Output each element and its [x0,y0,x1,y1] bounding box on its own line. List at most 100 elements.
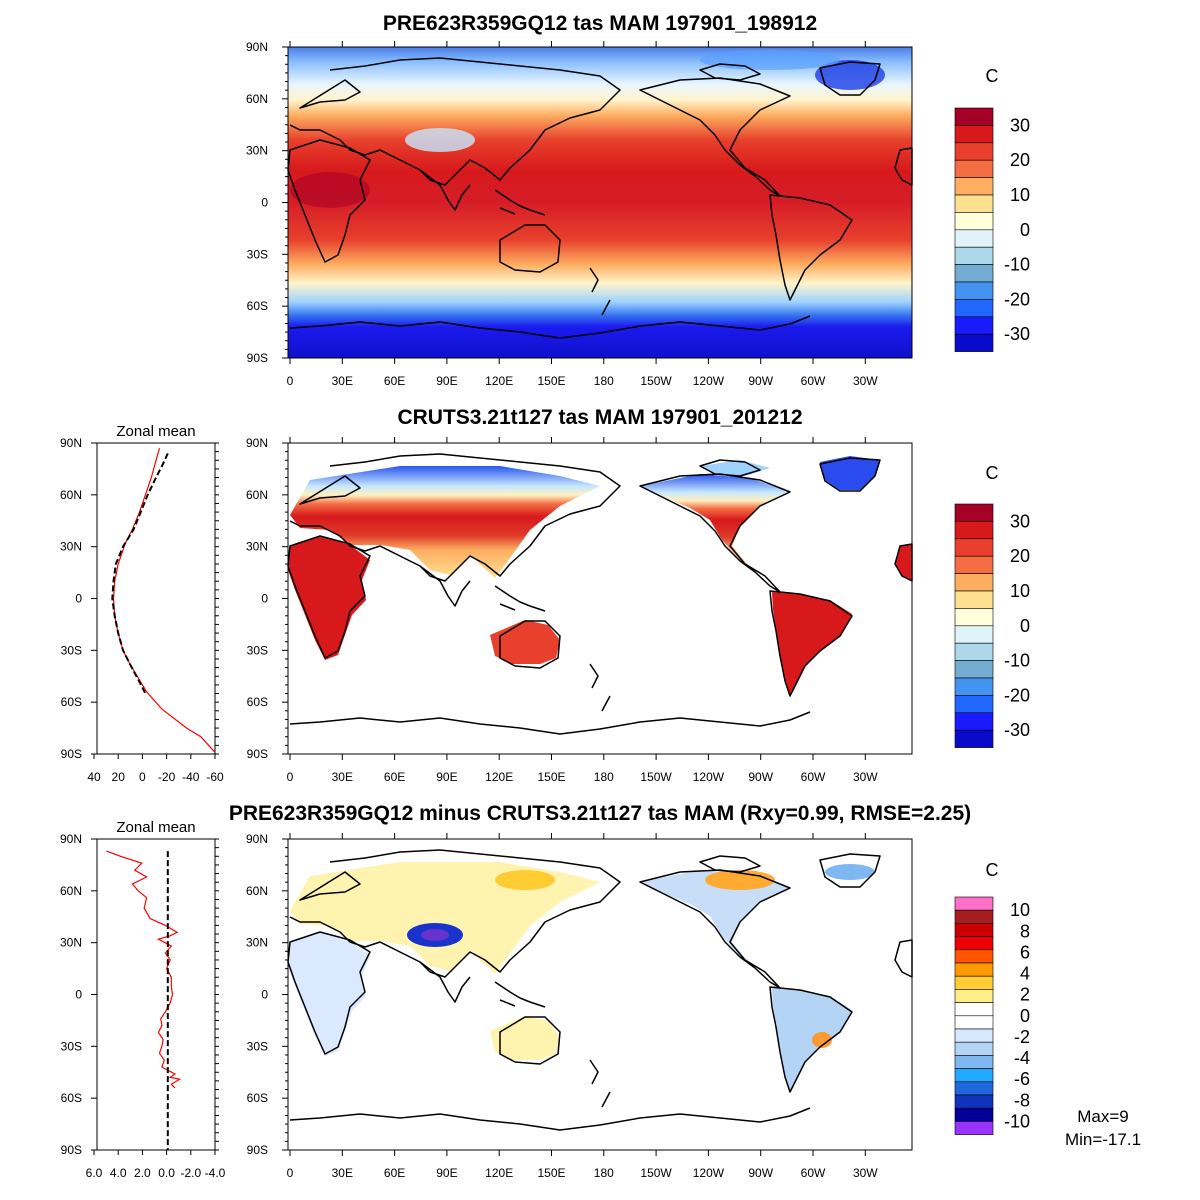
x-tick-label: 0 [287,374,294,388]
y-tick-label: 60S [247,299,268,313]
colorbar-box [954,555,994,574]
x-tick-label: 180 [594,770,614,784]
colorbar-label: -30 [1004,720,1030,740]
zonal-x-label: 0 [139,770,146,784]
panel1-map [287,46,913,359]
y-tick-label: 90S [247,351,268,365]
y-tick-label: 0 [261,988,268,1002]
x-tick-label: 180 [594,374,614,388]
colorbar-box [954,660,994,679]
x-tick-label: 60E [384,374,405,388]
panel2-y-ticks: 90N 60N 30N 0 30S 60S 90S [246,436,288,761]
x-tick-label: 60W [801,1166,826,1180]
x-tick-label: 90E [436,1166,457,1180]
panel1-title: PRE623R359GQ12 tas MAM 197901_198912 [383,12,817,35]
colorbar-label: -30 [1004,324,1030,344]
y-tick-label: 60N [246,488,268,502]
colorbar-label: -4 [1014,1048,1030,1068]
panel3-unit: C [986,860,999,880]
colorbar-label: -10 [1004,651,1030,671]
y-tick-label: 60N [246,884,268,898]
colorbar-box [954,177,994,196]
colorbar-label: 10 [1010,185,1030,205]
colorbar-box [954,503,994,522]
panel2-x-ticks: 0 30E 60E 90E 120E 150E 180 150W 120W 90W 60W 30W [287,437,878,784]
y-tick-label: 0 [261,592,268,606]
colorbar-box [954,1015,994,1030]
x-tick-label: 60E [384,770,405,784]
colorbar-box [954,264,994,283]
y-tick-label: 30S [247,247,268,261]
colorbar-label: -10 [1004,1111,1030,1131]
zonal-y-label: 60S [61,1091,82,1105]
colorbar-box [954,677,994,696]
colorbar-box [954,1094,994,1109]
x-tick-label: 150E [537,770,565,784]
colorbar-box [954,695,994,714]
colorbar-label: 0 [1020,616,1030,636]
colorbar-box [954,194,994,213]
x-tick-label: 30E [332,1166,353,1180]
zonal-x-label: 4.0 [110,1166,127,1180]
zonal-y-label: 30S [61,643,82,657]
y-tick-label: 90N [246,436,268,450]
colorbar-box [954,125,994,144]
panel2-map [287,442,913,755]
x-tick-label: 90E [436,374,457,388]
zonal-x-label: 0.0 [158,1166,175,1180]
zonal-y-label: 60N [60,488,82,502]
colorbar-label: 20 [1010,150,1030,170]
colorbar-box [954,246,994,265]
colorbar-box [954,299,994,318]
zonal-x-label: -60 [206,770,224,784]
colorbar-box [954,107,994,126]
colorbar-box [954,642,994,661]
x-tick-label: 30W [853,770,878,784]
zonal-series-line [106,850,182,1089]
colorbar-box [954,538,994,557]
zonal-series-line [111,452,169,694]
x-tick-label: 120W [693,1166,725,1180]
x-tick-label: 90W [748,770,773,784]
x-tick-label: 30W [853,374,878,388]
x-tick-label: 150E [537,1166,565,1180]
x-tick-label: 120E [485,1166,513,1180]
colorbar-box [954,936,994,951]
zonal-y-label: 30N [60,540,82,554]
y-tick-label: 90N [246,40,268,54]
zonal-x-label: -20 [158,770,176,784]
x-tick-label: 150W [640,770,672,784]
zonal-frame [96,442,216,755]
zonal-mean-1-label: Zonal mean [116,423,195,440]
colorbar-box [954,1002,994,1017]
colorbar-box [954,949,994,964]
colorbar-label: 10 [1010,581,1030,601]
zonal-x-label: -40 [182,770,200,784]
x-tick-label: 0 [287,1166,294,1180]
zonal-x-label: -2.0 [180,1166,201,1180]
colorbar-box [954,316,994,335]
stats-max: Max=9 [1077,1107,1129,1126]
x-tick-label: 30W [853,1166,878,1180]
colorbar-box [954,573,994,592]
colorbar-label: -20 [1004,685,1030,705]
zonal-y-label: 60S [61,695,82,709]
zonal-frame [96,838,216,1151]
stats-min: Min=-17.1 [1065,1130,1141,1149]
colorbar-box [954,1107,994,1122]
x-tick-label: 180 [594,1166,614,1180]
zonal-y-label: 90N [60,436,82,450]
panel3-map [287,838,913,1151]
colorbar-box [954,896,994,911]
colorbar-box [954,1041,994,1056]
y-tick-label: 30S [247,643,268,657]
y-tick-label: 60N [246,92,268,106]
zonal-y-label: 0 [75,988,82,1002]
colorbar-label: 2 [1020,985,1030,1005]
colorbar-box [954,989,994,1003]
y-tick-label: 30N [246,936,268,950]
colorbar-box [954,729,994,748]
colorbar-box [954,625,994,644]
